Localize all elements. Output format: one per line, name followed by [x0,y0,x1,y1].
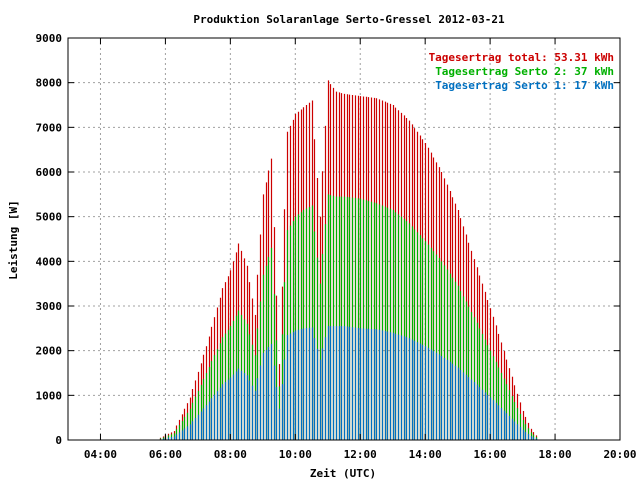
x-tick-label: 18:00 [538,448,571,461]
x-axis-label: Zeit (UTC) [310,467,376,480]
chart-title: Produktion Solaranlage Serto-Gressel 201… [193,13,505,26]
axis-ticks: 0 1000 2000 3000 4000 5000 6000 7000 8000 9000 04:… [36,32,637,461]
y-tick-label: 3000 [36,300,63,313]
legend: Tagesertrag total: 53.31 kWhTagesertrag … [429,51,614,92]
x-tick-label: 14:00 [409,448,442,461]
y-tick-label: 6000 [36,166,63,179]
plot-frame [67,37,621,441]
x-tick-label: 20:00 [603,448,636,461]
x-tick-label: 16:00 [474,448,507,461]
y-axis-label: Leistung [W] [7,200,20,279]
y-tick-label: 5000 [36,211,63,224]
legend-entry-serto-1: Tagesertrag Serto 1: 17 kWh [435,79,614,92]
legend-entry-serto-2: Tagesertrag Serto 2: 37 kWh [435,65,614,78]
x-tick-label: 10:00 [279,448,312,461]
x-tick-label: 04:00 [84,448,117,461]
x-tick-label: 08:00 [214,448,247,461]
y-tick-label: 7000 [36,121,63,134]
x-tick-label: 06:00 [149,448,182,461]
y-tick-label: 0 [55,434,62,447]
y-tick-label: 8000 [36,77,63,90]
x-tick-label: 12:00 [344,448,377,461]
y-tick-label: 1000 [36,389,63,402]
y-tick-label: 4000 [36,255,63,268]
legend-entry-total: Tagesertrag total: 53.31 kWh [429,51,614,64]
bars-layer [159,80,538,440]
y-tick-label: 9000 [36,32,63,45]
y-tick-label: 2000 [36,345,63,358]
